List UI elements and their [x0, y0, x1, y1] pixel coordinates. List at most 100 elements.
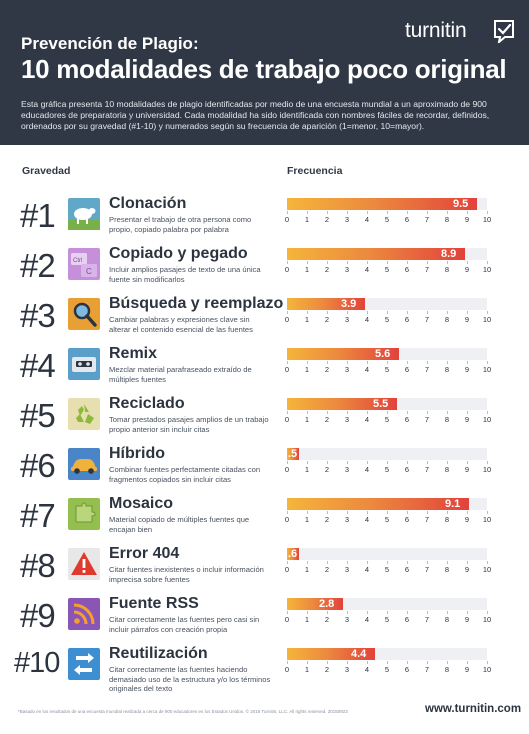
- tick-label: 3: [344, 215, 350, 224]
- severity-rank: #6: [20, 447, 56, 484]
- frequency-chart: .5 0 1 2 3 4 5 6 7 8 9 10: [284, 445, 494, 485]
- tick-label: 8: [444, 565, 450, 574]
- tick-mark: [427, 461, 428, 464]
- logo-text: turnitin: [405, 19, 467, 42]
- list-item: #2 Ctrl C Copiado y pegado Incluir amplios p…: [0, 245, 529, 295]
- tick-mark: [367, 611, 368, 614]
- header-banner: Prevención de Plagio: 10 modalidades de …: [0, 0, 529, 145]
- tick-label: 10: [482, 365, 492, 374]
- tick-mark: [387, 361, 388, 364]
- tick-label: 9: [464, 365, 470, 374]
- tick-mark: [367, 411, 368, 414]
- plagiarism-type-description: Incluir amplios pasajes de texto de una …: [109, 265, 261, 284]
- frequency-bar: [287, 398, 397, 410]
- tick-mark: [427, 311, 428, 314]
- tick-mark: [367, 361, 368, 364]
- plagiarism-type-description: Combinar fuentes perfectamente citadas c…: [109, 465, 261, 484]
- svg-text:Ctrl: Ctrl: [73, 258, 82, 264]
- tick-mark: [427, 211, 428, 214]
- tick-mark: [287, 611, 288, 614]
- tick-label: 8: [444, 515, 450, 524]
- warning-icon: [68, 548, 100, 580]
- tick-mark: [387, 211, 388, 214]
- tick-mark: [407, 361, 408, 364]
- tick-label: 0: [284, 265, 290, 274]
- tick-mark: [407, 411, 408, 414]
- tick-label: 7: [424, 215, 430, 224]
- tick-mark: [327, 261, 328, 264]
- tick-label: 3: [344, 365, 350, 374]
- tick-label: 1: [304, 415, 310, 424]
- bar-track: [287, 448, 487, 460]
- list-item: #7 Mosaico Material copiado de múltiples f…: [0, 495, 529, 545]
- severity-rank: #9: [20, 597, 56, 634]
- tick-label: 4: [364, 415, 370, 424]
- plagiarism-type-name: Reutilización: [109, 645, 208, 662]
- ctrl-c-keys-icon: Ctrl C: [68, 248, 100, 280]
- tick-label: 7: [424, 515, 430, 524]
- frequency-value-label: 9.5: [453, 198, 469, 210]
- tick-label: 1: [304, 365, 310, 374]
- tick-label: 0: [284, 665, 290, 674]
- tick-mark: [287, 411, 288, 414]
- tick-label: 5: [384, 315, 390, 324]
- tick-mark: [447, 561, 448, 564]
- frequency-bar: [287, 448, 299, 460]
- tick-label: 4: [364, 465, 370, 474]
- tick-mark: [467, 611, 468, 614]
- list-item: #1 Clonación Presentar el trabajo de otra …: [0, 195, 529, 245]
- tick-label: 10: [482, 265, 492, 274]
- frequency-bar: [287, 198, 477, 210]
- tick-label: 3: [344, 565, 350, 574]
- frequency-value-label: .6: [288, 548, 298, 560]
- tick-mark: [387, 611, 388, 614]
- tick-mark: [467, 361, 468, 364]
- tick-label: 2: [324, 515, 330, 524]
- tick-label: 0: [284, 615, 290, 624]
- tick-mark: [367, 211, 368, 214]
- tick-label: 8: [444, 315, 450, 324]
- tick-mark: [447, 261, 448, 264]
- tick-mark: [287, 461, 288, 464]
- plagiarism-type-name: Búsqueda y reemplazo: [109, 295, 284, 312]
- frequency-bar: [287, 348, 399, 360]
- tick-mark: [287, 661, 288, 664]
- tick-label: 3: [344, 315, 350, 324]
- tick-mark: [407, 261, 408, 264]
- page-description: Esta gráfica presenta 10 modalidades de …: [21, 99, 490, 131]
- tick-mark: [287, 211, 288, 214]
- page-title: 10 modalidades de trabajo poco original: [21, 54, 507, 84]
- tick-label: 7: [424, 265, 430, 274]
- tick-label: 9: [464, 265, 470, 274]
- tick-label: 4: [364, 265, 370, 274]
- tick-label: 0: [284, 415, 290, 424]
- severity-rank: #5: [20, 397, 56, 434]
- tick-mark: [387, 511, 388, 514]
- tick-mark: [307, 311, 308, 314]
- tick-label: 5: [384, 215, 390, 224]
- tick-mark: [487, 311, 488, 314]
- tick-mark: [327, 611, 328, 614]
- tick-label: 6: [404, 665, 410, 674]
- severity-rank: #8: [20, 547, 56, 584]
- frequency-value-label: 4.4: [351, 648, 367, 660]
- tick-mark: [327, 311, 328, 314]
- tick-label: 5: [384, 365, 390, 374]
- plagiarism-type-description: Cambiar palabras y expresiones clave sin…: [109, 315, 253, 334]
- tick-mark: [487, 511, 488, 514]
- tick-mark: [467, 411, 468, 414]
- frequency-column-header: Frecuencia: [287, 165, 343, 177]
- plagiarism-type-description: Tomar prestados pasajes amplios de un tr…: [109, 415, 269, 434]
- frequency-chart: 5.6 0 1 2 3 4 5 6 7 8 9 10: [284, 345, 494, 385]
- footer-url-link[interactable]: www.turnitin.com: [425, 703, 522, 715]
- tick-mark: [347, 661, 348, 664]
- tick-mark: [367, 561, 368, 564]
- tick-mark: [447, 361, 448, 364]
- tick-label: 9: [464, 215, 470, 224]
- plagiarism-type-name: Fuente RSS: [109, 595, 199, 612]
- tick-mark: [327, 411, 328, 414]
- tick-mark: [287, 511, 288, 514]
- tick-label: 4: [364, 365, 370, 374]
- tick-mark: [467, 261, 468, 264]
- tick-mark: [447, 661, 448, 664]
